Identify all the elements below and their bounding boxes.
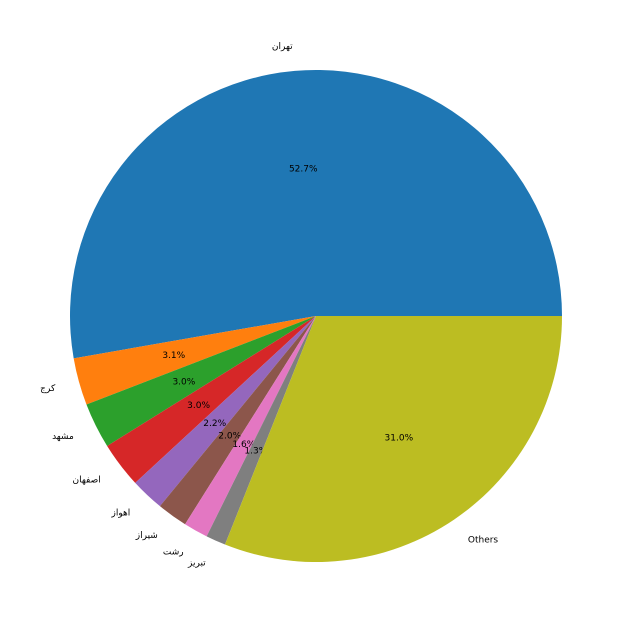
percent-label: 52.7% — [289, 164, 318, 174]
percent-label: 31.0% — [385, 434, 414, 444]
pie-slice — [185, 316, 316, 537]
pie-slice — [159, 316, 316, 525]
pie-slice — [224, 316, 562, 562]
percent-label: 1.6% — [232, 440, 255, 450]
percent-label: 3.0% — [187, 401, 210, 411]
pie-slice — [206, 316, 316, 545]
slice-label: اصفهان — [73, 475, 101, 485]
percent-label: 1.3% — [244, 446, 267, 456]
pie-slice — [86, 316, 316, 446]
pie-slice — [135, 316, 316, 507]
slice-label: تبریز — [187, 559, 206, 569]
pie-slice — [107, 316, 316, 483]
slice-label: رشت — [163, 548, 184, 558]
pie-slice — [70, 70, 562, 359]
pie-slice — [73, 316, 316, 405]
percent-label: 3.1% — [162, 351, 185, 361]
slice-label: Others — [468, 535, 499, 545]
slice-label: شیراز — [135, 531, 158, 541]
percent-label: 3.0% — [172, 377, 195, 387]
slice-label: کرج — [40, 384, 56, 394]
percent-label: 2.0% — [218, 431, 241, 441]
slice-label: تهران — [272, 42, 293, 52]
percent-label: 2.2% — [203, 419, 226, 429]
slice-label: اهواز — [111, 508, 131, 518]
slice-label: مشهد — [52, 432, 74, 442]
